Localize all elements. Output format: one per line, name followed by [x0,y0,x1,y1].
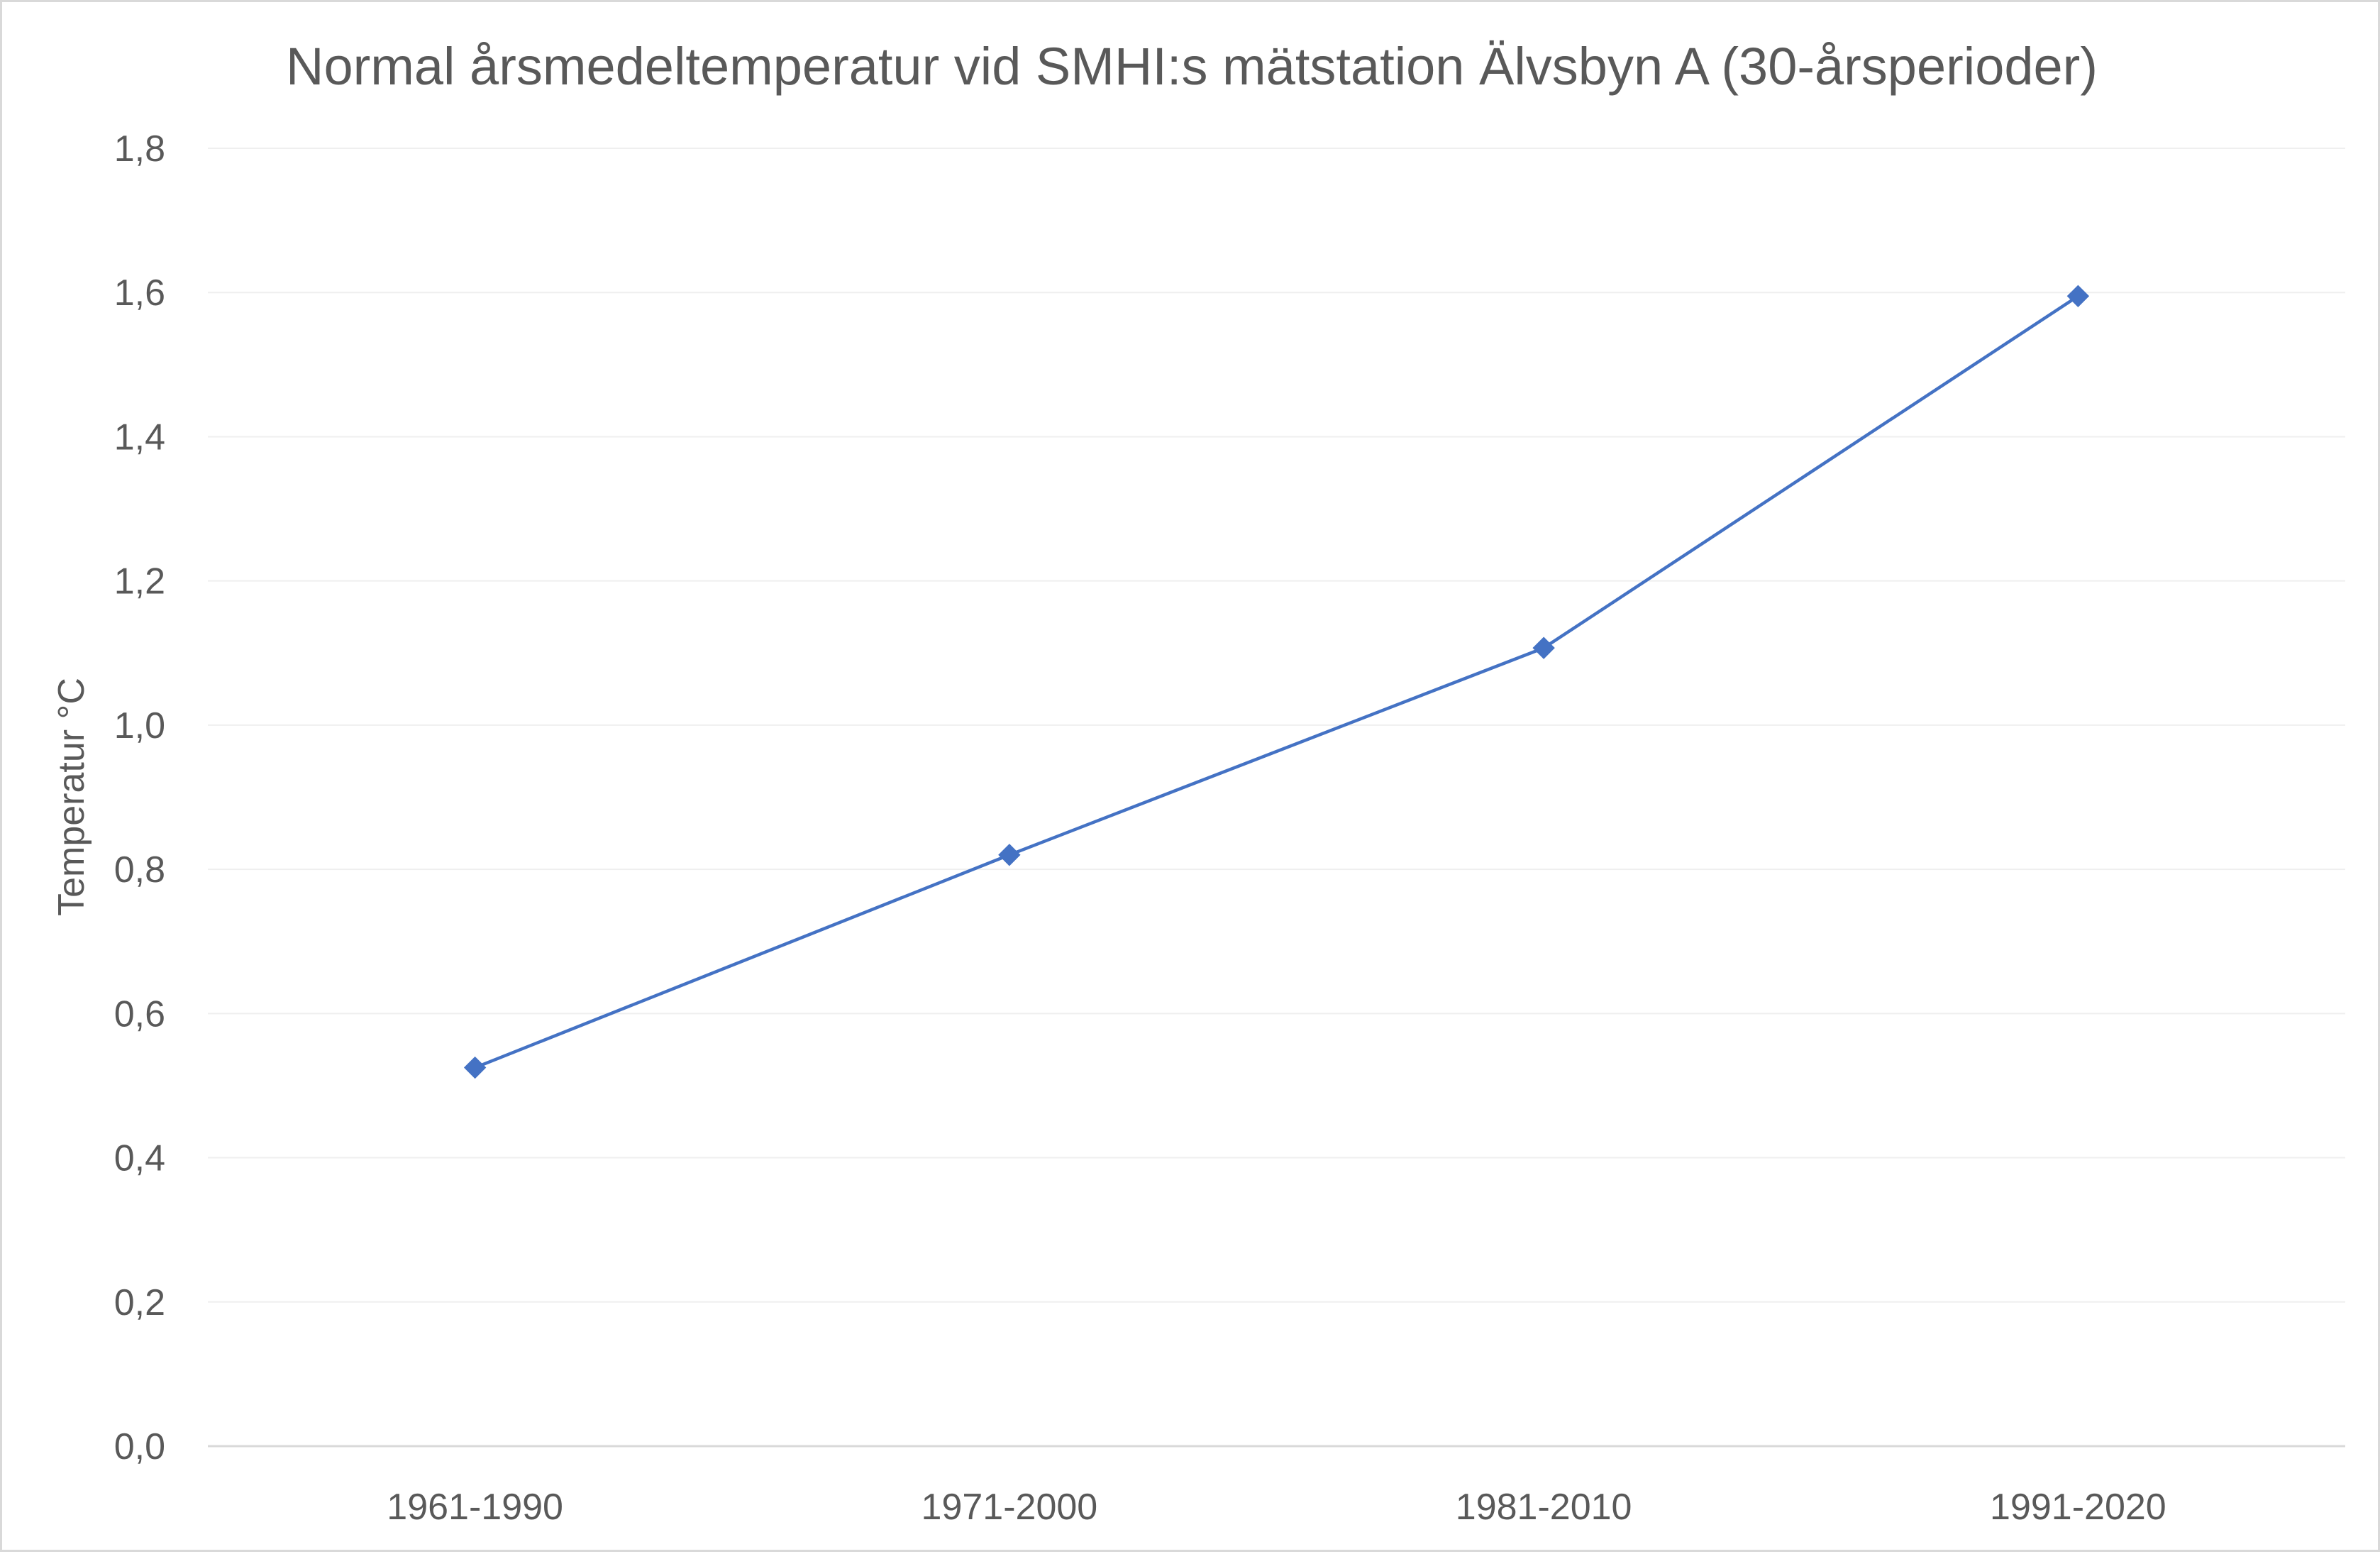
y-tick-label: 1,4 [114,417,165,458]
x-tick-label: 1971-2000 [921,1487,1098,1528]
data-point-marker [1532,637,1555,659]
y-tick-label: 1,6 [114,272,165,314]
y-tick-label: 0,2 [114,1282,165,1323]
x-axis-ticks: 1961-1990 1971-2000 1981-2010 1991-2020 [387,1487,2166,1528]
chart-title: Normal årsmedeltemperatur vid SMHI:s mät… [286,37,2098,96]
series-line [474,294,2079,1069]
y-tick-label: 0,4 [114,1138,165,1179]
y-axis-title: Temperatur °C [51,678,92,916]
data-point-marker [463,1056,487,1079]
y-tick-label: 0,8 [114,849,165,891]
y-tick-label: 1,0 [114,705,165,746]
data-point-marker [998,844,1021,866]
y-tick-label: 1,8 [114,128,165,170]
y-axis-ticks: 0,0 0,2 0,4 0,6 0,8 1,0 1,2 1,4 1,6 1,8 [114,128,165,1467]
series-layer [463,285,2090,1079]
x-tick-label: 1981-2010 [1456,1487,1632,1528]
x-tick-label: 1991-2020 [1990,1487,2166,1528]
y-tick-label: 0,6 [114,993,165,1035]
y-tick-label: 1,2 [114,561,165,602]
gridlines [208,148,2345,1448]
x-tick-label: 1961-1990 [387,1487,563,1528]
data-point-marker [2066,285,2090,308]
y-tick-label: 0,0 [114,1426,165,1467]
